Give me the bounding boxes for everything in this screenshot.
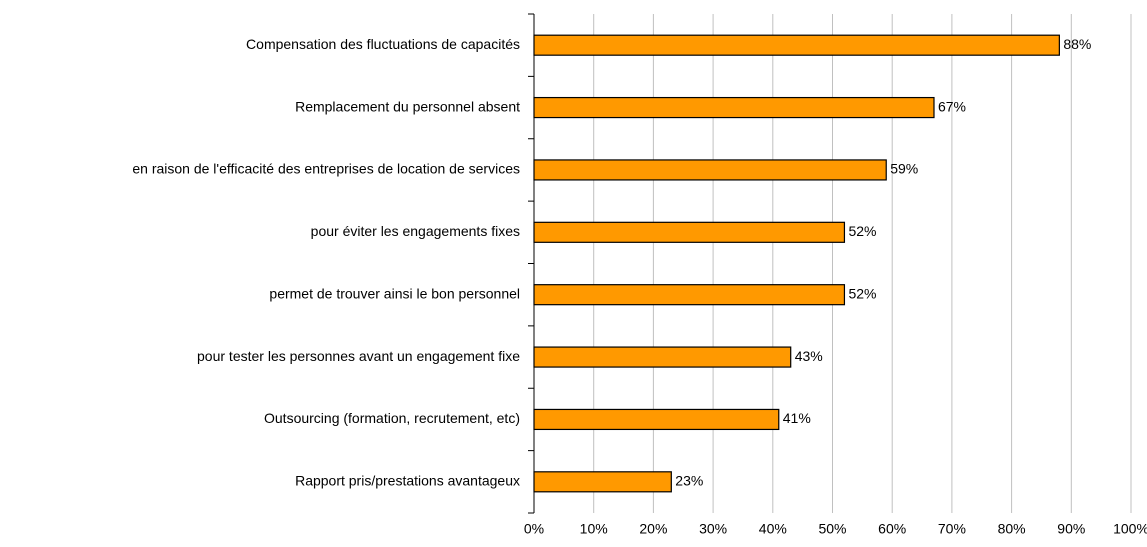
- x-tick-label: 100%: [1113, 521, 1147, 537]
- value-label: 88%: [1063, 36, 1091, 52]
- x-tick-label: 40%: [759, 521, 787, 537]
- y-tick-label: pour éviter les engagements fixes: [311, 223, 520, 239]
- y-tick-label: pour tester les personnes avant un engag…: [197, 348, 520, 364]
- x-tick-label: 20%: [639, 521, 667, 537]
- y-tick-label: Remplacement du personnel absent: [295, 98, 520, 114]
- value-label: 52%: [848, 223, 876, 239]
- y-tick-label: en raison de l'efficacité des entreprise…: [132, 161, 520, 177]
- bar: [533, 346, 792, 368]
- x-tick-label: 80%: [998, 521, 1026, 537]
- value-label: 23%: [675, 473, 703, 489]
- value-label: 41%: [783, 410, 811, 426]
- x-tick-label: 50%: [818, 521, 846, 537]
- x-tick-label: 10%: [580, 521, 608, 537]
- x-tick-label: 60%: [878, 521, 906, 537]
- value-label: 67%: [938, 98, 966, 114]
- bar: [533, 159, 887, 181]
- x-tick-label: 70%: [938, 521, 966, 537]
- x-tick-label: 30%: [699, 521, 727, 537]
- bar: [533, 34, 1060, 56]
- bar: [533, 408, 780, 431]
- value-label: 59%: [890, 161, 918, 177]
- y-tick-label: Rapport pris/prestations avantageux: [295, 473, 520, 489]
- y-tick-label: Outsourcing (formation, recrutement, etc…: [264, 410, 520, 426]
- bar: [533, 471, 672, 493]
- bar: [533, 221, 846, 243]
- value-label: 52%: [848, 285, 876, 301]
- y-tick-label: Compensation des fluctuations de capacit…: [246, 36, 520, 52]
- x-tick-label: 90%: [1057, 521, 1085, 537]
- bar: [533, 284, 846, 306]
- y-tick-label: permet de trouver ainsi le bon personnel: [269, 285, 520, 301]
- value-label: 43%: [795, 348, 823, 364]
- bar: [533, 96, 935, 119]
- x-tick-label: 0%: [524, 521, 544, 537]
